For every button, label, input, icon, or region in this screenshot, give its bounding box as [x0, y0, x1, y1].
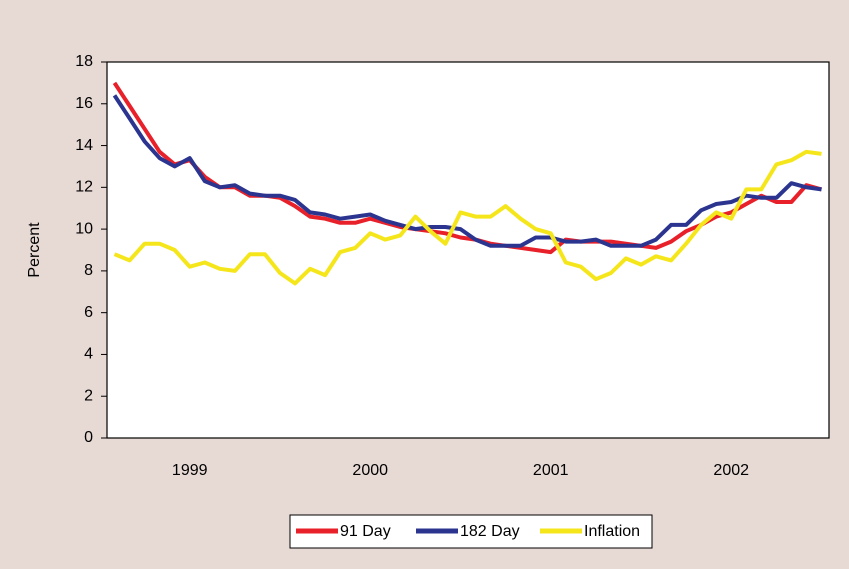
y-tick-label: 16 [75, 95, 93, 112]
x-tick-label: 2001 [533, 462, 569, 479]
x-tick-label: 2000 [352, 462, 388, 479]
y-tick-label: 8 [84, 262, 93, 279]
y-tick-label: 0 [84, 429, 93, 446]
y-tick-label: 2 [84, 387, 93, 404]
y-tick-label: 10 [75, 220, 93, 237]
legend-label: 182 Day [460, 523, 520, 540]
plot-area [106, 61, 830, 439]
legend [289, 514, 653, 549]
x-tick-label: 2002 [713, 462, 749, 479]
legend-label: Inflation [584, 523, 640, 540]
series-line [112, 94, 822, 248]
y-tick-label: 4 [84, 346, 93, 363]
x-tick-label: 1999 [172, 462, 208, 479]
y-tick-label: 12 [75, 179, 93, 196]
legend-label: 91 Day [340, 523, 391, 540]
series-line [113, 149, 822, 286]
y-tick-label: 6 [84, 304, 93, 321]
y-tick-label: 18 [75, 53, 93, 70]
y-tick-label: 14 [75, 137, 93, 154]
y-axis-title: Percent [26, 222, 43, 278]
